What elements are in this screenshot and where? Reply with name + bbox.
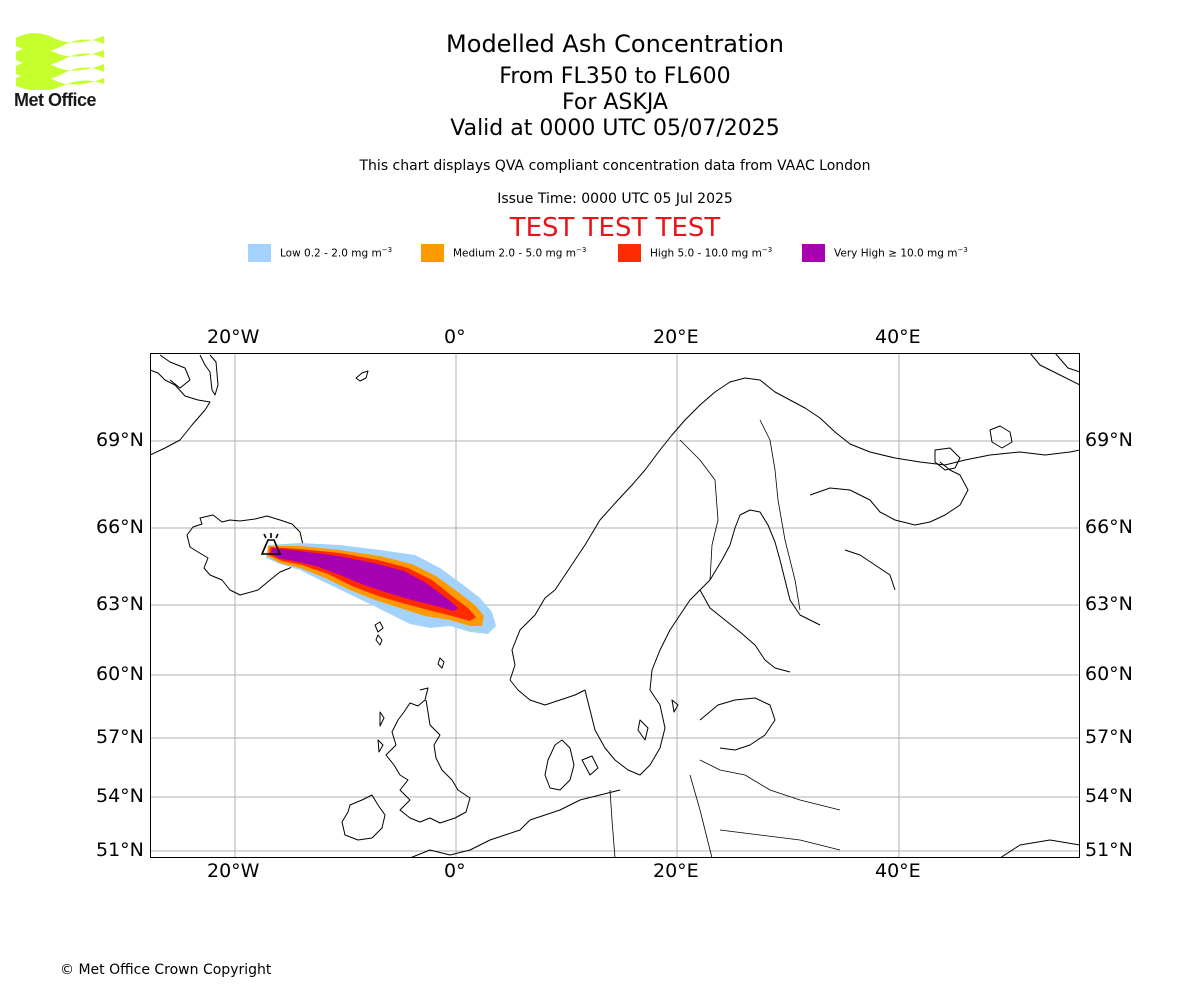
lat-label-right-51n: 51°N (1085, 839, 1133, 861)
lat-label-right-66n: 66°N (1085, 516, 1133, 538)
met-office-logo: Met Office (14, 30, 109, 112)
ash-very-high (271, 548, 458, 611)
legend-swatch-very-high (802, 244, 825, 262)
lon-label-top-0: 0° (444, 326, 466, 348)
copyright: © Met Office Crown Copyright (60, 962, 272, 978)
lat-label-left-51n: 51°N (96, 839, 144, 861)
lat-label-right-60n: 60°N (1085, 663, 1133, 685)
chart-description: This chart displays QVA compliant concen… (359, 158, 871, 174)
legend-range-medium: 2.0 - 5.0 mg m (498, 247, 577, 260)
legend-unit-sup: −3 (576, 246, 587, 254)
coastlines (150, 353, 1080, 858)
lat-label-right-63n: 63°N (1085, 593, 1133, 615)
valid-time: Valid at 0000 UTC 05/07/2025 (450, 116, 780, 141)
legend-name-high: High (650, 247, 675, 260)
volcano-name: For ASKJA (562, 90, 668, 115)
legend-range-very-high: ≥ 10.0 mg m (888, 247, 958, 260)
lon-label-top-20w: 20°W (207, 326, 260, 348)
lat-label-left-60n: 60°N (96, 663, 144, 685)
map-frame (150, 353, 1080, 858)
lon-label-bottom-0: 0° (444, 860, 466, 882)
lon-label-top-20e: 20°E (653, 326, 699, 348)
lon-label-bottom-20w: 20°W (207, 860, 260, 882)
legend-swatch-low (248, 244, 271, 262)
gridlines (150, 353, 1080, 858)
volcano-marker-icon (260, 533, 282, 555)
met-office-wave-icon (16, 33, 104, 91)
legend-name-medium: Medium (453, 247, 495, 260)
legend-unit-sup: −3 (761, 246, 773, 254)
legend-name-low: Low (280, 247, 301, 260)
chart-title: Modelled Ash Concentration (446, 30, 784, 58)
lat-label-right-54n: 54°N (1085, 785, 1133, 807)
legend-unit-sup: −3 (381, 246, 393, 254)
map-panel (150, 353, 1080, 858)
lat-label-right-57n: 57°N (1085, 726, 1133, 748)
lon-label-bottom-20e: 20°E (653, 860, 699, 882)
legend-range-low: 0.2 - 2.0 mg m (304, 247, 382, 260)
legend-unit-sup: −3 (957, 246, 968, 254)
legend-swatch-medium (421, 244, 444, 262)
legend-name-very-high: Very High (834, 247, 885, 260)
legend-range-high: 5.0 - 10.0 mg m (677, 247, 762, 260)
lat-label-left-66n: 66°N (96, 516, 144, 538)
lon-label-top-40e: 40°E (875, 326, 921, 348)
lat-label-left-63n: 63°N (96, 593, 144, 615)
lon-label-bottom-40e: 40°E (875, 860, 921, 882)
lat-label-left-69n: 69°N (96, 429, 144, 451)
ash-plume (266, 543, 496, 634)
logo-text: Met Office (14, 90, 97, 110)
legend-swatch-high (618, 244, 641, 262)
lat-label-right-69n: 69°N (1085, 429, 1133, 451)
lat-label-left-57n: 57°N (96, 726, 144, 748)
flight-levels: From FL350 to FL600 (499, 64, 731, 89)
test-banner: TEST TEST TEST (509, 213, 721, 243)
lat-label-left-54n: 54°N (96, 785, 144, 807)
issue-time: Issue Time: 0000 UTC 05 Jul 2025 (497, 191, 733, 207)
